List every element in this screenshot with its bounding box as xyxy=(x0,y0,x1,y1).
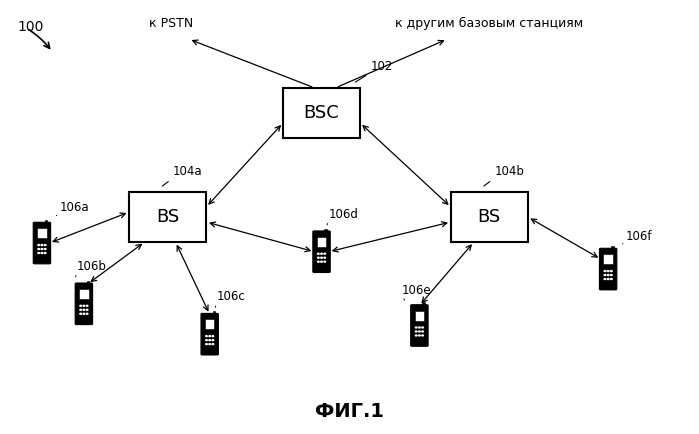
Text: BS: BS xyxy=(477,208,501,226)
Circle shape xyxy=(209,344,210,345)
Bar xyxy=(129,192,206,242)
Text: 106f: 106f xyxy=(626,230,652,243)
Bar xyxy=(79,289,89,299)
Circle shape xyxy=(321,253,322,254)
Text: 102: 102 xyxy=(370,60,393,72)
Circle shape xyxy=(324,257,326,258)
Circle shape xyxy=(607,275,609,276)
Circle shape xyxy=(419,327,420,328)
Circle shape xyxy=(610,270,612,272)
Circle shape xyxy=(83,305,85,306)
Circle shape xyxy=(209,335,210,337)
Text: к PSTN: к PSTN xyxy=(149,17,194,30)
Circle shape xyxy=(419,331,420,332)
Circle shape xyxy=(604,275,606,276)
Text: к другим базовым станциям: к другим базовым станциям xyxy=(395,17,584,30)
Circle shape xyxy=(317,257,319,258)
Circle shape xyxy=(415,335,417,336)
Circle shape xyxy=(324,253,326,254)
Circle shape xyxy=(321,257,322,258)
Text: BS: BS xyxy=(156,208,180,226)
Circle shape xyxy=(83,313,85,314)
Circle shape xyxy=(41,249,43,250)
Circle shape xyxy=(38,249,40,250)
Circle shape xyxy=(317,253,319,254)
Circle shape xyxy=(421,327,424,328)
Circle shape xyxy=(209,340,210,341)
Bar xyxy=(317,237,326,247)
Bar xyxy=(603,254,613,264)
FancyBboxPatch shape xyxy=(75,283,92,325)
Circle shape xyxy=(607,270,609,272)
Circle shape xyxy=(421,331,424,332)
Bar xyxy=(611,246,614,249)
Circle shape xyxy=(83,309,85,310)
Bar xyxy=(212,311,215,314)
Circle shape xyxy=(44,249,46,250)
Circle shape xyxy=(206,340,208,341)
Bar xyxy=(205,319,215,329)
Circle shape xyxy=(212,344,214,345)
Text: 106a: 106a xyxy=(59,201,89,214)
FancyBboxPatch shape xyxy=(600,248,617,290)
Circle shape xyxy=(317,261,319,262)
Text: 104b: 104b xyxy=(494,165,524,178)
Circle shape xyxy=(86,305,88,306)
FancyBboxPatch shape xyxy=(201,313,218,355)
Circle shape xyxy=(80,313,82,314)
Text: 104a: 104a xyxy=(173,165,202,178)
Text: BSC: BSC xyxy=(303,104,340,122)
Circle shape xyxy=(419,335,420,336)
Text: ФИГ.1: ФИГ.1 xyxy=(315,402,384,421)
Circle shape xyxy=(44,244,46,246)
Circle shape xyxy=(421,335,424,336)
Circle shape xyxy=(86,313,88,314)
Circle shape xyxy=(415,327,417,328)
Circle shape xyxy=(321,261,322,262)
Text: 106e: 106e xyxy=(402,284,431,297)
Circle shape xyxy=(41,244,43,246)
Circle shape xyxy=(80,305,82,306)
Circle shape xyxy=(324,261,326,262)
Bar xyxy=(87,281,89,284)
Bar xyxy=(415,311,424,321)
Bar xyxy=(283,88,360,138)
Circle shape xyxy=(604,270,606,272)
Text: 106c: 106c xyxy=(217,290,245,303)
Circle shape xyxy=(80,309,82,310)
Bar xyxy=(422,302,425,306)
FancyBboxPatch shape xyxy=(313,231,330,273)
Text: 106d: 106d xyxy=(329,208,359,221)
Circle shape xyxy=(86,309,88,310)
Circle shape xyxy=(610,275,612,276)
Text: 100: 100 xyxy=(17,20,44,33)
Circle shape xyxy=(206,344,208,345)
Bar xyxy=(451,192,528,242)
FancyBboxPatch shape xyxy=(34,222,50,264)
Circle shape xyxy=(212,335,214,337)
Bar xyxy=(45,220,48,223)
Bar xyxy=(324,229,327,232)
FancyBboxPatch shape xyxy=(411,305,428,346)
Bar xyxy=(37,228,47,238)
Circle shape xyxy=(415,331,417,332)
Circle shape xyxy=(206,335,208,337)
Text: 106b: 106b xyxy=(77,260,107,273)
Circle shape xyxy=(212,340,214,341)
Circle shape xyxy=(38,244,40,246)
